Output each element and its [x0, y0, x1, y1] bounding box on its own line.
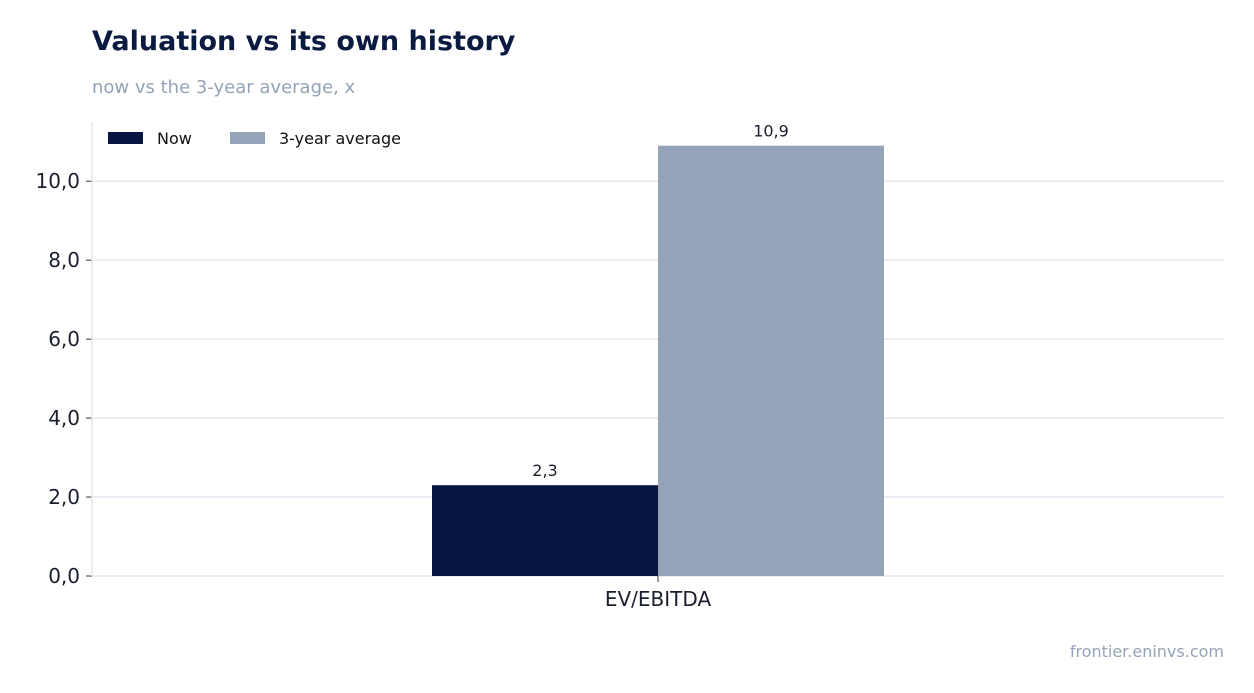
- y-tick-label: 10,0: [35, 169, 80, 193]
- legend-swatch: [230, 132, 265, 144]
- y-tick-label: 4,0: [48, 406, 80, 430]
- chart-title: Valuation vs its own history: [92, 26, 516, 57]
- legend-label: 3-year average: [279, 129, 401, 148]
- data-labels: 2,3 10,9: [532, 122, 789, 481]
- axes: 0,0 2,0 4,0 6,0 8,0 10,0 EV/EBITDA: [35, 122, 711, 611]
- chart-subtitle: now vs the 3-year average, x: [92, 77, 356, 98]
- source-credit: frontier.eninvs.com: [1069, 642, 1224, 661]
- legend-swatch: [108, 132, 143, 144]
- y-tick-label: 6,0: [48, 327, 80, 351]
- legend: Now 3-year average: [108, 129, 401, 148]
- data-label: 2,3: [532, 461, 557, 480]
- bars: [432, 145, 884, 576]
- bar-now: [432, 485, 658, 576]
- y-tick-label: 8,0: [48, 248, 80, 272]
- legend-label: Now: [157, 129, 192, 148]
- data-label: 10,9: [753, 122, 789, 141]
- x-tick-label: EV/EBITDA: [605, 587, 712, 611]
- y-tick-label: 0,0: [48, 564, 80, 588]
- bar-3-year-average: [658, 145, 884, 576]
- y-tick-label: 2,0: [48, 485, 80, 509]
